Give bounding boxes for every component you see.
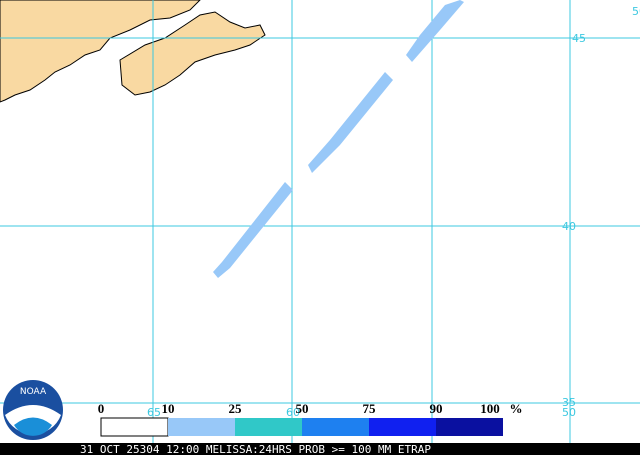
edge-label: 50 xyxy=(632,5,640,18)
legend-label: 75 xyxy=(363,401,377,416)
legend-swatch xyxy=(302,418,369,436)
lon-label: 65 xyxy=(147,406,161,419)
footer-bar xyxy=(0,443,640,455)
legend: 0 10 25 50 75 90 100 % xyxy=(98,401,523,437)
legend-swatch xyxy=(369,418,436,436)
legend-label: 10 xyxy=(162,401,175,416)
legend-swatch xyxy=(100,417,169,437)
legend-label: 0 xyxy=(98,401,105,416)
legend-label: 90 xyxy=(430,401,443,416)
legend-swatch xyxy=(168,418,235,436)
probability-swath xyxy=(213,0,464,278)
legend-label: 50 xyxy=(296,401,309,416)
noaa-logo: NOAA xyxy=(3,380,63,440)
legend-swatch xyxy=(235,418,302,436)
logo-text: NOAA xyxy=(20,387,47,397)
lat-label: 40 xyxy=(562,220,576,233)
lat-label: 35 xyxy=(562,396,576,409)
lat-label: 45 xyxy=(572,32,586,45)
logo-water xyxy=(14,417,52,436)
legend-unit: % xyxy=(510,401,523,416)
swath-patch xyxy=(308,72,393,173)
legend-label: 25 xyxy=(229,401,243,416)
legend-swatch xyxy=(436,418,503,436)
lon-label: 50 xyxy=(562,406,576,419)
swath-patch xyxy=(406,0,464,62)
land xyxy=(0,0,201,103)
footer-text: 31 OCT 25304 12:00 MELISSA:24HRS PROB >=… xyxy=(80,443,431,455)
lon-label: 60 xyxy=(286,406,300,419)
graticule xyxy=(0,0,640,443)
swath-patch xyxy=(213,182,293,278)
legend-label: 100 xyxy=(480,401,500,416)
